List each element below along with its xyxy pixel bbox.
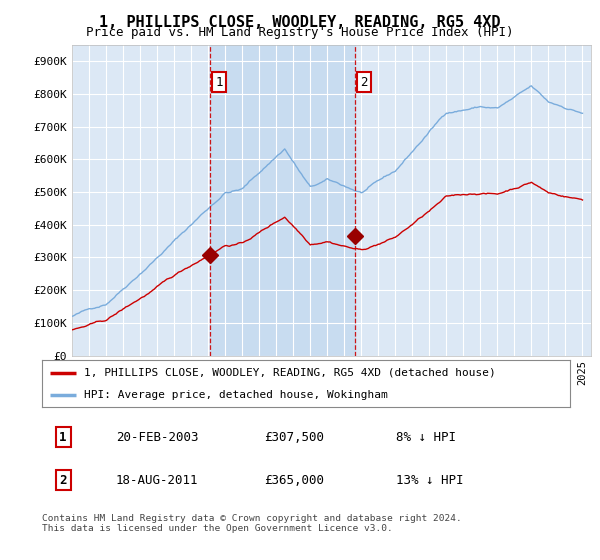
- Text: 2: 2: [360, 76, 368, 88]
- Text: 2: 2: [59, 474, 67, 487]
- Text: Price paid vs. HM Land Registry's House Price Index (HPI): Price paid vs. HM Land Registry's House …: [86, 26, 514, 39]
- Text: 1, PHILLIPS CLOSE, WOODLEY, READING, RG5 4XD: 1, PHILLIPS CLOSE, WOODLEY, READING, RG5…: [99, 15, 501, 30]
- Text: HPI: Average price, detached house, Wokingham: HPI: Average price, detached house, Woki…: [84, 390, 388, 400]
- Bar: [211, 45, 355, 356]
- Text: 1: 1: [59, 431, 67, 444]
- Text: 13% ↓ HPI: 13% ↓ HPI: [396, 474, 463, 487]
- Text: 1, PHILLIPS CLOSE, WOODLEY, READING, RG5 4XD (detached house): 1, PHILLIPS CLOSE, WOODLEY, READING, RG5…: [84, 368, 496, 378]
- Text: 1: 1: [215, 76, 223, 88]
- Text: £307,500: £307,500: [264, 431, 324, 444]
- Text: 18-AUG-2011: 18-AUG-2011: [116, 474, 199, 487]
- Text: 8% ↓ HPI: 8% ↓ HPI: [396, 431, 456, 444]
- Text: £365,000: £365,000: [264, 474, 324, 487]
- Text: Contains HM Land Registry data © Crown copyright and database right 2024.
This d: Contains HM Land Registry data © Crown c…: [42, 514, 462, 533]
- Text: 20-FEB-2003: 20-FEB-2003: [116, 431, 199, 444]
